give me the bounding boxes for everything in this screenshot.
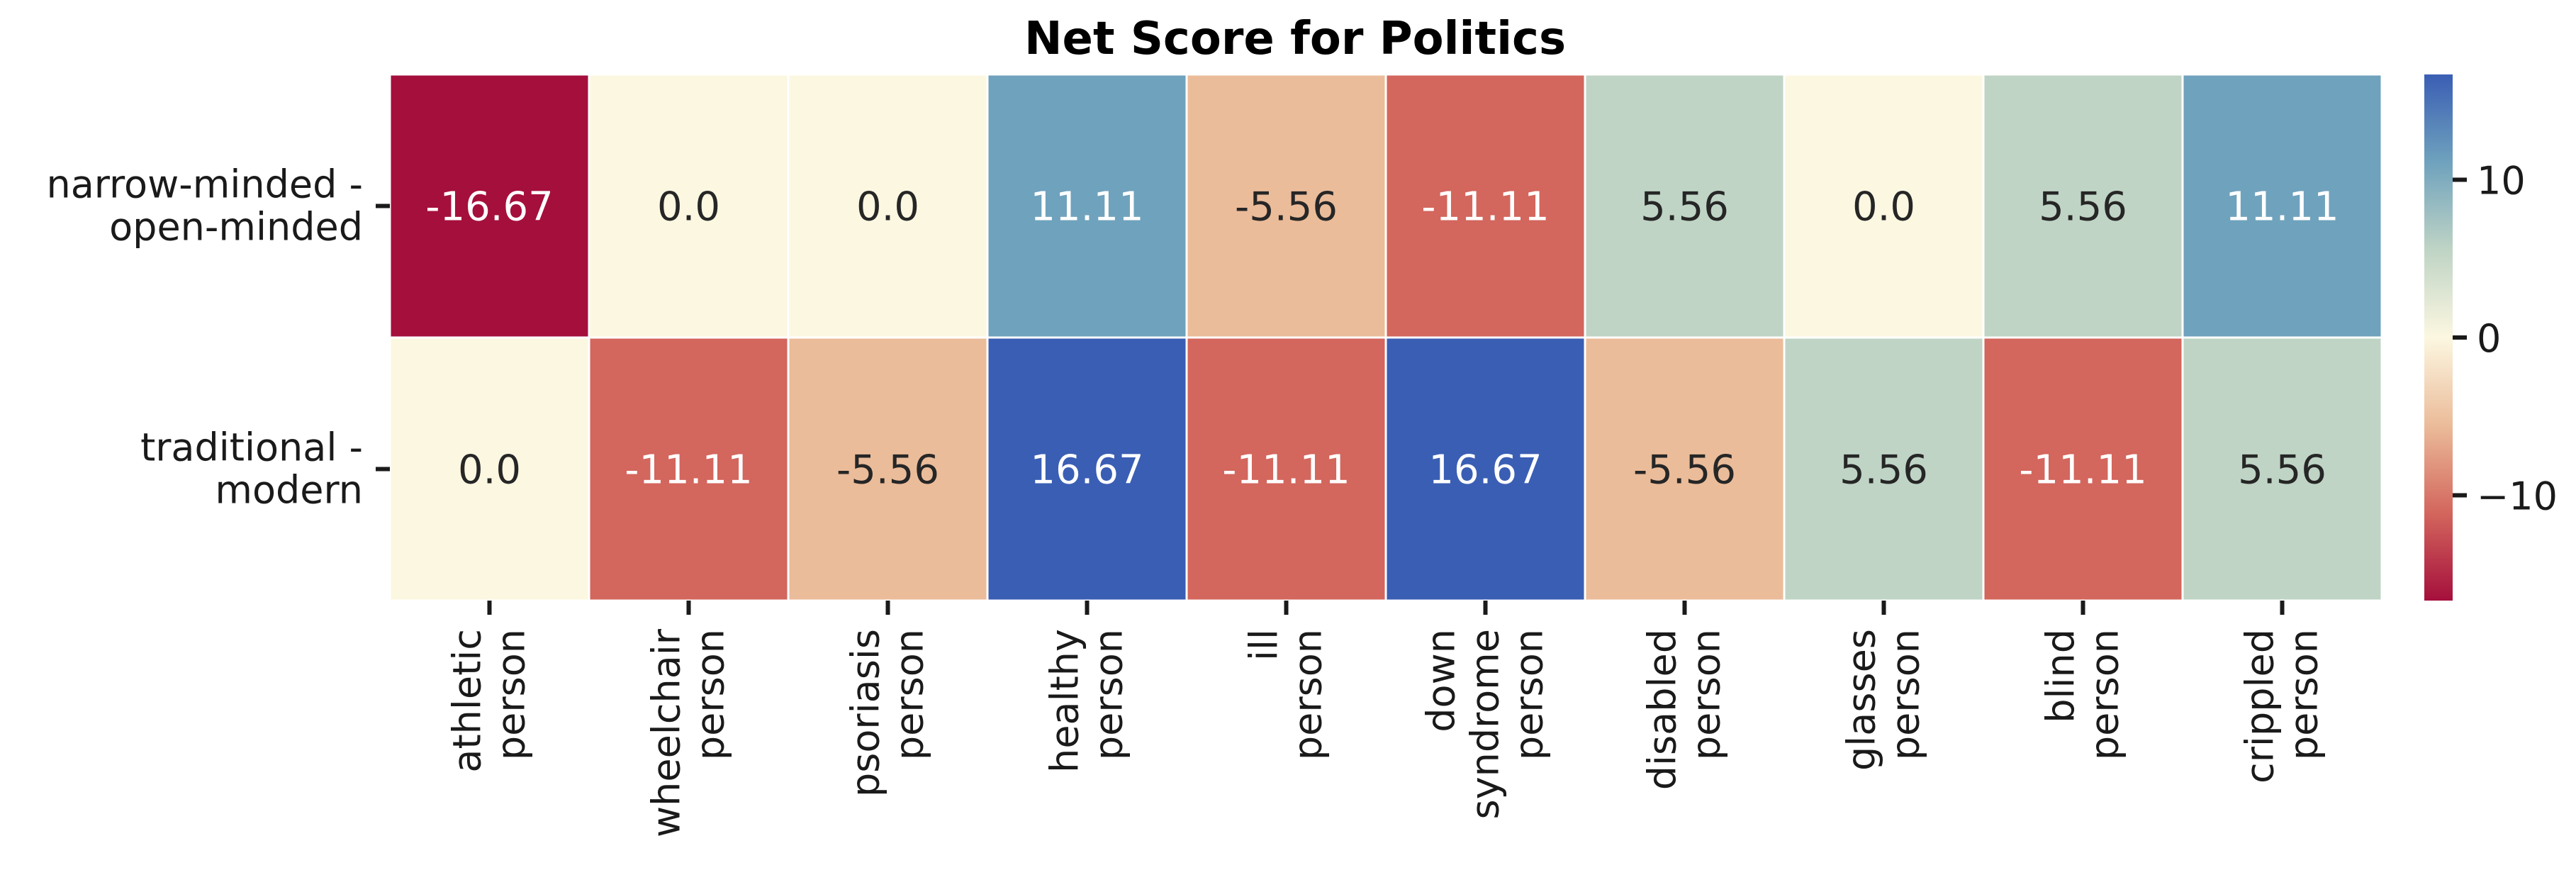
colorbar: 10 0 −10 [2424,74,2558,601]
colorbar-scale [2424,74,2453,601]
cell-value-label: 0.0 [856,184,919,230]
column-label: person [1507,629,1552,760]
column-label: person [2282,629,2326,760]
cell-value-label: -11.11 [625,447,753,494]
column-label: disabled [1640,629,1685,790]
colorbar-tick-label: −10 [2477,474,2558,519]
cell-value-label: 5.56 [1640,184,1729,230]
column-label: glasses [1839,629,1884,771]
heatmap-cell [1584,336,1786,602]
column-label: syndrome [1463,629,1508,819]
heatmap-cell [986,336,1188,602]
cell-value-label: 0.0 [1852,184,1915,230]
heatmap-cell [1783,336,1985,602]
row-label: modern [215,468,363,513]
cell-value-label: -16.67 [425,184,554,230]
heatmap-cell [1384,73,1586,339]
column-label: ill [1242,629,1287,661]
cell-value-label: 5.56 [2039,184,2127,230]
cell-value-label: 5.56 [1839,447,1928,494]
cell-value-label: -11.11 [2019,447,2147,494]
cell-value-label: 16.67 [1428,447,1542,494]
heatmap-cell [2181,73,2383,339]
cell-value-label: -5.56 [1235,184,1338,230]
column-label: psoriasis [844,629,888,797]
cell-value-label: 11.11 [2225,184,2339,230]
column-label: person [489,629,534,760]
row-label: open-minded [109,205,363,250]
heatmap-cells: -16.67 0.0 0.0 11.11 -5.56 -11.11 5.56 0.0 5.56 1… [388,73,2383,602]
column-label: person [887,629,932,760]
column-label: person [2083,629,2127,760]
column-label: crippled [2238,629,2283,784]
row-label: traditional - [140,425,363,470]
heatmap-cell [787,336,989,602]
heatmap-cell [1783,73,1985,339]
heatmap-cell [588,336,790,602]
column-label: wheelchair [644,628,689,837]
cell-value-label: 16.67 [1030,447,1143,494]
cell-value-label: 0.0 [458,447,521,494]
column-label: person [1883,629,1928,760]
column-label: person [688,629,733,760]
cell-value-label: 5.56 [2238,447,2326,494]
cell-value-label: 0.0 [657,184,720,230]
colorbar-tick-label: 10 [2477,158,2526,203]
heatmap-cell [1384,336,1586,602]
cell-value-label: -5.56 [1633,447,1736,494]
heatmap-cell [1982,336,2184,602]
column-label: person [1087,629,1131,760]
column-label: healthy [1043,629,1087,773]
cell-value-label: -11.11 [1421,184,1550,230]
cell-value-label: 11.11 [1030,184,1143,230]
row-label: narrow-minded - [46,162,363,207]
heatmap-cell [1185,336,1387,602]
heatmap-cell [2181,336,2383,602]
column-label: down [1419,629,1464,732]
column-label: person [1684,629,1729,760]
chart-title: Net Score for Politics [1024,13,1566,65]
colorbar-tick-label: 0 [2477,316,2501,361]
column-label: blind [2039,629,2083,723]
row-labels: narrow-minded -open-minded traditional -m… [46,162,390,513]
column-label: athletic [445,629,490,773]
cell-value-label: -5.56 [836,447,939,494]
heatmap-cell [588,73,790,339]
heatmap-cell [787,73,989,339]
heatmap-cell [986,73,1188,339]
heatmap-cell [388,73,590,339]
heatmap-cell [1185,73,1387,339]
column-labels: athletic person wheelchair person psoriasis p… [445,601,2326,837]
cell-value-label: -11.11 [1222,447,1350,494]
column-label: person [1286,629,1331,760]
